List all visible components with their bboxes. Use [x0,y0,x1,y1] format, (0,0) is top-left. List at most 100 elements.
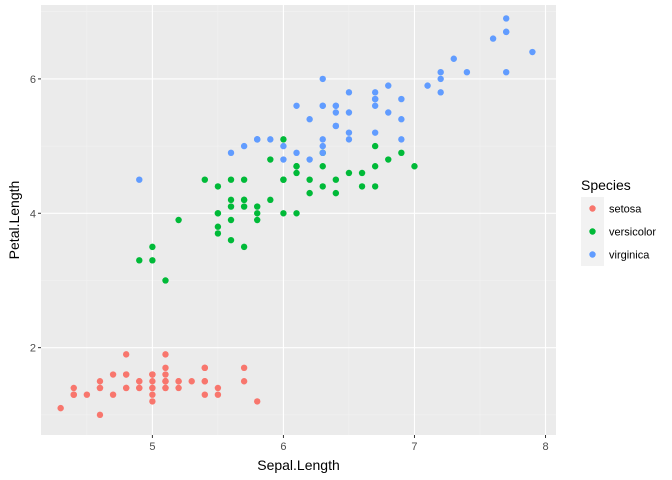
data-point-virginica [437,89,444,96]
data-point-setosa [162,384,169,392]
data-point-setosa [122,371,130,378]
data-point-versicolor [293,163,300,170]
plot-panel [41,5,556,435]
data-point-virginica [227,149,235,157]
legend-marker-versicolor [589,228,596,235]
x-tick-label: 6 [280,441,286,453]
data-point-setosa [175,384,182,392]
axis-ticks [38,78,547,438]
data-point-setosa [240,364,248,372]
data-point-virginica [345,109,353,116]
data-point-setosa [136,384,143,392]
data-point-virginica [280,142,287,150]
data-point-virginica [306,116,313,123]
x-tick-label: 8 [542,441,548,453]
data-point-versicolor [149,243,156,251]
data-point-virginica [371,89,379,96]
data-point-versicolor [201,176,209,183]
data-points [57,15,536,419]
legend-marker-virginica [589,251,596,258]
data-point-setosa [70,384,77,392]
data-point-virginica [332,109,340,116]
data-point-versicolor [136,257,143,264]
data-point-versicolor [240,196,248,204]
data-point-versicolor [240,243,248,251]
series-virginica [136,15,536,183]
data-point-virginica [240,142,248,150]
data-point-virginica [267,136,274,143]
data-point-versicolor [214,210,222,217]
data-point-versicolor [227,236,235,244]
data-point-versicolor [371,142,379,150]
data-point-versicolor [227,176,235,183]
data-point-versicolor [227,216,235,224]
data-point-versicolor [149,257,156,264]
legend-title: Species [581,177,631,193]
series-versicolor [136,136,418,284]
data-point-virginica [398,116,405,123]
data-point-virginica [306,156,313,163]
data-point-versicolor [398,149,405,157]
data-point-virginica [136,176,143,183]
data-point-setosa [162,378,169,385]
y-axis-title: Petal.Length [6,181,22,260]
x-tick-label: 7 [411,441,417,453]
data-point-virginica [371,102,379,109]
data-point-setosa [162,364,169,372]
data-point-versicolor [411,163,418,170]
data-point-setosa [96,411,104,419]
data-point-versicolor [332,189,340,197]
data-point-versicolor [371,163,379,170]
data-point-setosa [214,384,222,392]
data-point-versicolor [240,176,248,183]
data-point-versicolor [175,216,182,224]
data-point-versicolor [306,189,313,197]
data-point-setosa [109,371,117,378]
data-point-virginica [319,136,326,143]
data-point-virginica [489,35,497,42]
data-point-virginica [345,89,353,96]
data-point-versicolor [227,196,235,204]
data-point-versicolor [214,230,222,237]
data-point-versicolor [319,163,326,170]
data-point-virginica [529,48,536,56]
x-tick-label: 5 [149,441,155,453]
data-point-setosa [149,378,156,385]
data-point-setosa [201,378,209,385]
data-point-setosa [214,391,222,398]
legend: Species setosa versicolor virginica [581,177,656,266]
y-tick-labels: 2 4 6 [30,74,36,355]
data-point-virginica [503,68,510,76]
data-point-setosa [188,378,195,385]
data-point-setosa [96,384,104,392]
data-point-virginica [319,142,326,150]
data-point-virginica [398,136,405,143]
data-point-setosa [240,378,248,385]
data-point-virginica [503,15,510,22]
data-point-setosa [96,378,104,385]
data-point-virginica [332,102,340,109]
data-point-versicolor [162,277,169,284]
minor-gridlines [41,5,556,435]
data-point-versicolor [358,169,366,177]
data-point-virginica [385,109,392,116]
data-point-versicolor [306,176,313,183]
data-point-versicolor [332,176,340,183]
y-tick-label: 6 [30,74,36,86]
data-point-virginica [371,95,379,103]
data-point-virginica [332,122,340,130]
y-tick-label: 2 [30,343,36,355]
data-point-setosa [149,391,156,398]
data-point-versicolor [214,183,222,190]
data-point-setosa [162,351,169,358]
data-point-versicolor [358,183,366,190]
data-point-virginica [319,149,326,157]
data-point-versicolor [254,216,261,224]
data-point-versicolor [280,210,287,217]
data-point-virginica [293,102,300,109]
data-point-virginica [398,95,405,103]
data-point-virginica [450,55,457,62]
data-point-virginica [437,75,444,83]
data-point-setosa [149,371,156,378]
